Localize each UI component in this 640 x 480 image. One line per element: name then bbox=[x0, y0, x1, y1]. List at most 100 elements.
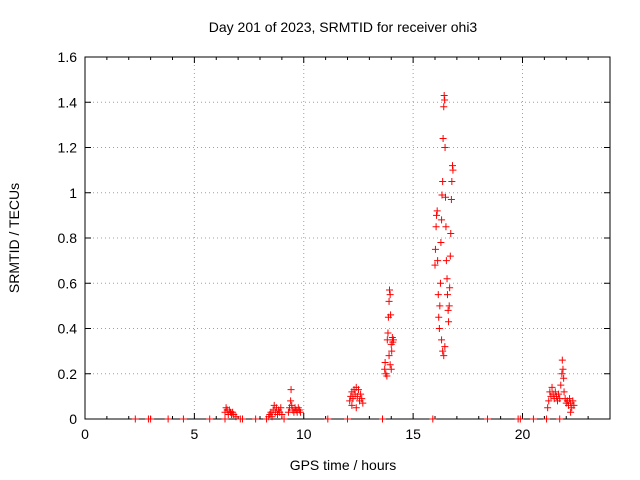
data-point bbox=[429, 415, 437, 423]
data-point bbox=[543, 415, 551, 423]
y-axis-label: SRMTID / TECUs bbox=[6, 183, 22, 293]
data-point bbox=[164, 415, 172, 423]
data-point bbox=[287, 397, 295, 405]
x-tick-label: 10 bbox=[296, 426, 312, 442]
data-point bbox=[383, 372, 391, 380]
data-point bbox=[387, 365, 395, 373]
data-point bbox=[383, 336, 391, 344]
data-point bbox=[548, 383, 556, 391]
data-point bbox=[232, 413, 240, 421]
data-point bbox=[436, 279, 444, 287]
data-point bbox=[560, 374, 568, 382]
data-point bbox=[438, 216, 446, 224]
data-point bbox=[206, 415, 214, 423]
data-point bbox=[441, 343, 449, 351]
data-point bbox=[268, 413, 276, 421]
data-point bbox=[385, 352, 393, 360]
data-point bbox=[439, 134, 447, 142]
x-tick-label: 20 bbox=[515, 426, 531, 442]
data-point bbox=[359, 399, 367, 407]
data-point bbox=[434, 291, 442, 299]
data-point bbox=[437, 239, 445, 247]
data-point bbox=[445, 318, 453, 326]
data-point bbox=[432, 223, 440, 231]
data-point bbox=[147, 415, 155, 423]
data-point bbox=[438, 336, 446, 344]
data-point bbox=[358, 395, 366, 403]
data-point bbox=[221, 415, 229, 423]
data-point bbox=[442, 257, 450, 265]
data-point bbox=[556, 415, 564, 423]
data-point bbox=[447, 196, 455, 204]
y-tick-label: 1.2 bbox=[58, 140, 78, 156]
data-point bbox=[324, 415, 332, 423]
data-point bbox=[443, 291, 451, 299]
data-point bbox=[442, 193, 449, 201]
data-point bbox=[357, 390, 365, 398]
data-point bbox=[449, 166, 457, 174]
data-point bbox=[436, 302, 444, 310]
data-point bbox=[448, 177, 456, 185]
y-tick-label: 0.2 bbox=[58, 366, 78, 382]
y-tick-label: 1.6 bbox=[58, 49, 78, 65]
plot-frame bbox=[84, 56, 611, 420]
x-axis-label: GPS time / hours bbox=[290, 457, 397, 473]
y-tick-label: 0.4 bbox=[58, 321, 78, 337]
data-point bbox=[516, 415, 524, 423]
data-point bbox=[379, 415, 386, 423]
data-point bbox=[278, 410, 286, 418]
data-point bbox=[433, 207, 441, 215]
data-point bbox=[344, 415, 351, 423]
data-point bbox=[443, 275, 451, 283]
data-point bbox=[131, 415, 139, 423]
data-point bbox=[352, 404, 360, 412]
data-point bbox=[446, 284, 454, 292]
data-point bbox=[434, 257, 442, 265]
data-point bbox=[277, 404, 285, 412]
data-point bbox=[555, 390, 563, 398]
data-point bbox=[559, 365, 567, 373]
y-tick-label: 0 bbox=[69, 411, 77, 427]
x-tick-label: 15 bbox=[405, 426, 421, 442]
data-point bbox=[447, 229, 455, 237]
x-tick-label: 0 bbox=[81, 426, 89, 442]
data-point bbox=[296, 408, 304, 416]
data-point bbox=[386, 291, 394, 299]
data-point bbox=[431, 245, 439, 253]
data-point bbox=[385, 297, 393, 305]
data-point bbox=[287, 386, 295, 394]
data-point bbox=[440, 352, 448, 360]
data-point bbox=[439, 347, 447, 355]
data-point bbox=[280, 415, 288, 423]
data-point bbox=[439, 177, 447, 185]
y-tick-label: 1 bbox=[69, 185, 77, 201]
data-point bbox=[558, 356, 566, 364]
data-point bbox=[435, 313, 443, 321]
grid-lines bbox=[85, 57, 610, 419]
data-point bbox=[545, 397, 553, 405]
data-point bbox=[348, 401, 356, 409]
data-point bbox=[441, 144, 449, 151]
data-point bbox=[544, 404, 552, 412]
data-point bbox=[435, 325, 443, 332]
y-tick-label: 0.6 bbox=[58, 275, 78, 291]
data-point bbox=[570, 401, 578, 409]
y-tick-label: 1.4 bbox=[58, 94, 78, 110]
data-point bbox=[529, 415, 537, 423]
data-point bbox=[445, 302, 453, 310]
data-point bbox=[349, 395, 357, 403]
data-point bbox=[381, 358, 389, 366]
data-point bbox=[442, 223, 450, 231]
data-point bbox=[441, 96, 449, 104]
data-point bbox=[433, 211, 441, 219]
data-points bbox=[131, 91, 578, 423]
data-point bbox=[567, 408, 575, 416]
data-point bbox=[354, 386, 362, 394]
data-point bbox=[239, 415, 246, 423]
data-point bbox=[381, 365, 389, 373]
data-point bbox=[384, 329, 392, 337]
data-point bbox=[179, 415, 187, 423]
chart-title: Day 201 of 2023, SRMTID for receiver ohi… bbox=[209, 19, 478, 35]
data-point bbox=[446, 252, 454, 260]
